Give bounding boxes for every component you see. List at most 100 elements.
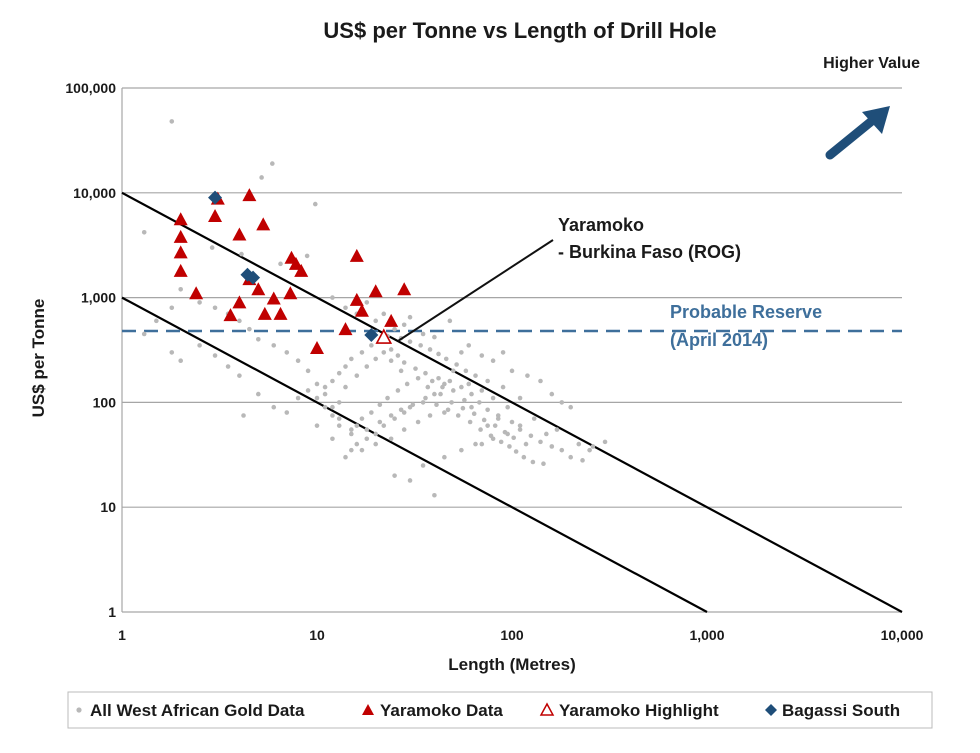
point-dot-0-69	[442, 410, 447, 415]
point-dot-0-178	[541, 461, 546, 467]
point-dot-0-21	[459, 350, 464, 355]
legend-label-bagassi: Bagassi South	[782, 701, 900, 720]
point-dot-0-109	[336, 400, 342, 405]
point-dot-0-162	[377, 419, 383, 425]
point-dot-0-56	[432, 492, 437, 498]
point-dot-0-3	[312, 201, 318, 207]
point-dot-0-170	[467, 419, 473, 425]
point-dot-0-71	[415, 419, 421, 425]
point-dot-0-108	[330, 436, 335, 442]
point-dot-0-0	[169, 119, 175, 124]
point-dot-0-32	[531, 416, 537, 421]
point-dot-0-177	[530, 459, 536, 465]
point-dot-0-14	[381, 311, 387, 317]
point-dot-0-139	[473, 373, 478, 378]
point-dot-0-149	[369, 343, 374, 348]
point-dot-0-110	[343, 384, 348, 390]
point-dot-0-44	[432, 391, 437, 397]
point-dot-0-105	[295, 395, 301, 401]
point-dot-0-70	[427, 413, 433, 418]
point-dot-0-181	[440, 384, 445, 390]
chart-title: US$ per Tonne vs Length of Drill Hole	[323, 18, 716, 43]
point-dot-0-87	[237, 318, 242, 324]
point-dot-0-141	[454, 362, 459, 367]
legend-label-all-data: All West African Gold Data	[90, 701, 305, 720]
point-dot-0-164	[398, 407, 404, 413]
point-dot-0-187	[369, 410, 374, 415]
point-dot-0-82	[295, 358, 301, 363]
legend-swatch-yaramoko	[362, 704, 374, 715]
point-dot-0-126	[495, 413, 501, 418]
point-dot-0-157	[322, 404, 328, 410]
point-dot-0-130	[538, 439, 543, 445]
point-triangle-1-4	[256, 217, 271, 231]
point-dot-0-185	[385, 395, 390, 401]
point-dot-0-33	[517, 423, 523, 428]
reference-line-1	[121, 296, 708, 613]
point-dot-0-6	[239, 251, 244, 257]
point-dot-0-168	[445, 407, 451, 413]
yaramoko-pointer-line	[397, 239, 554, 342]
point-dot-0-176	[521, 454, 527, 460]
point-diamond-3-0	[208, 190, 223, 205]
point-dot-0-111	[354, 373, 360, 378]
point-dot-0-76	[349, 427, 354, 432]
point-dot-0-186	[377, 402, 383, 408]
legend-swatch-bagassi	[765, 704, 777, 716]
point-triangle-1-19	[266, 291, 281, 305]
higher-value-label: Higher Value	[823, 55, 920, 72]
point-dot-0-150	[359, 350, 365, 355]
point-dot-0-89	[212, 305, 218, 311]
point-triangle-1-14	[251, 282, 266, 296]
point-triangle-1-22	[354, 303, 369, 317]
point-dot-0-96	[178, 358, 184, 363]
point-dot-0-42	[450, 368, 456, 374]
point-dot-0-120	[436, 375, 441, 381]
point-dot-0-101	[241, 413, 246, 418]
point-dot-0-195	[449, 400, 454, 405]
point-dot-0-9	[330, 295, 335, 300]
point-triangle-1-27	[384, 313, 399, 327]
y-axis-title: US$ per Tonne	[29, 299, 48, 418]
legend-label-yaramoko: Yaramoko Data	[380, 701, 503, 720]
legend-label-yaramoko-highlight: Yaramoko Highlight	[559, 701, 719, 720]
point-dot-0-67	[490, 395, 496, 401]
point-dot-0-151	[349, 356, 354, 362]
point-dot-0-64	[505, 404, 510, 410]
x-tick-label-0: 1	[118, 627, 126, 643]
point-dot-0-54	[343, 454, 348, 460]
point-dot-0-159	[336, 423, 342, 428]
point-dot-0-68	[450, 388, 456, 393]
point-dot-0-45	[420, 400, 426, 405]
point-dot-0-134	[580, 458, 585, 463]
legend-swatch-yaramoko-highlight	[539, 702, 555, 716]
point-dot-0-194	[438, 391, 443, 397]
x-tick-label-2: 100	[500, 627, 524, 643]
point-dot-0-146	[407, 339, 413, 344]
point-dot-0-36	[479, 441, 485, 447]
point-dot-0-90	[197, 300, 202, 305]
point-triangle-1-28	[310, 341, 324, 355]
legend-frame	[67, 691, 933, 729]
point-dot-0-125	[485, 407, 490, 413]
point-dot-0-143	[436, 351, 441, 357]
point-dot-0-180	[462, 397, 467, 403]
point-dot-0-73	[388, 436, 394, 442]
point-dot-0-127	[509, 419, 515, 425]
point-dot-0-201	[511, 435, 516, 441]
point-dot-0-160	[349, 431, 354, 437]
data-points	[141, 119, 608, 498]
point-dot-0-119	[423, 370, 428, 376]
yaramoko-label-line2: - Burkina Faso (ROG)	[558, 242, 741, 262]
point-dot-0-172	[488, 433, 494, 439]
point-dot-0-103	[271, 404, 277, 410]
point-dot-0-154	[330, 378, 335, 384]
point-dot-0-1	[270, 161, 275, 166]
point-dot-0-182	[429, 378, 435, 384]
point-dot-0-137	[500, 384, 506, 390]
point-triangle-1-6	[232, 227, 247, 241]
point-dot-0-174	[507, 444, 512, 449]
point-dot-0-118	[413, 366, 418, 371]
point-triangle-1-11	[173, 263, 188, 277]
